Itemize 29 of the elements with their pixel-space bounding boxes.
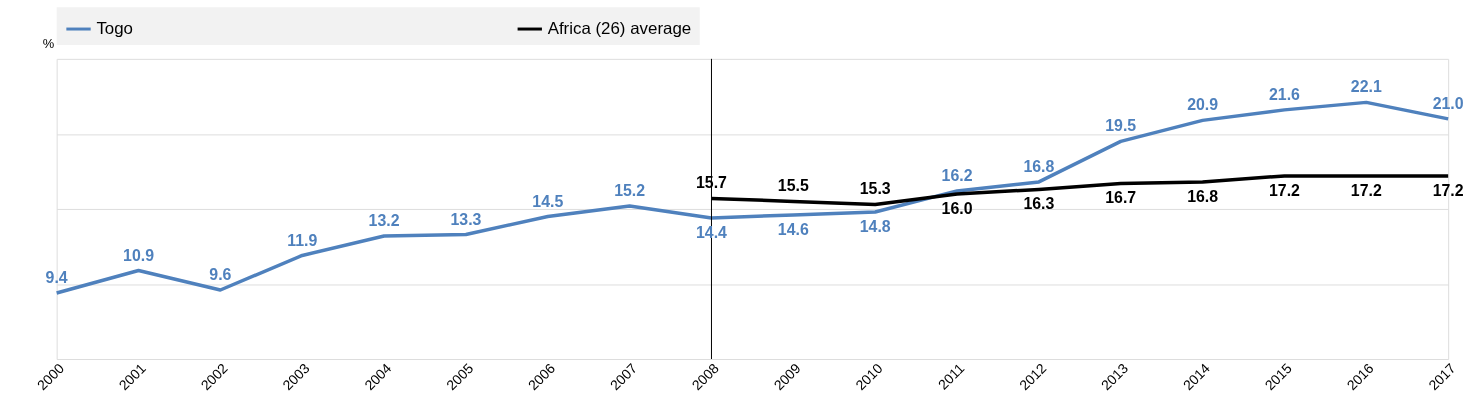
data-label: 10.9 — [123, 246, 155, 264]
y-axis-title: % — [42, 36, 55, 52]
data-label: 20.9 — [1187, 96, 1219, 114]
data-label: 16.8 — [1187, 187, 1219, 205]
data-label: 17.2 — [1268, 181, 1301, 199]
data-label: 17.2 — [1432, 181, 1464, 199]
data-label: 13.3 — [450, 210, 482, 228]
data-label: 21.0 — [1432, 94, 1464, 112]
data-label: 21.6 — [1268, 85, 1301, 103]
data-label: 17.2 — [1350, 181, 1382, 199]
data-label: 15.3 — [859, 180, 891, 198]
data-label: 16.8 — [1023, 157, 1055, 175]
data-label: 14.8 — [859, 217, 891, 235]
data-label: 14.6 — [777, 220, 809, 238]
data-label: 16.2 — [941, 166, 973, 184]
data-label: 9.6 — [209, 266, 232, 284]
data-label: 9.4 — [45, 269, 68, 287]
data-label: 11.9 — [287, 231, 318, 249]
data-label: 15.2 — [614, 182, 646, 199]
data-label: 16.3 — [1023, 195, 1055, 213]
data-label: 19.5 — [1105, 117, 1137, 135]
data-label: 14.5 — [532, 192, 564, 210]
legend-label: Africa (26) average — [547, 19, 692, 39]
data-label: 13.2 — [368, 212, 400, 230]
data-label: 22.1 — [1350, 78, 1382, 96]
data-label: 16.7 — [1105, 189, 1137, 207]
data-label: 16.0 — [941, 199, 973, 217]
data-label: 15.5 — [777, 177, 809, 195]
legend-label: Togo — [96, 19, 134, 39]
